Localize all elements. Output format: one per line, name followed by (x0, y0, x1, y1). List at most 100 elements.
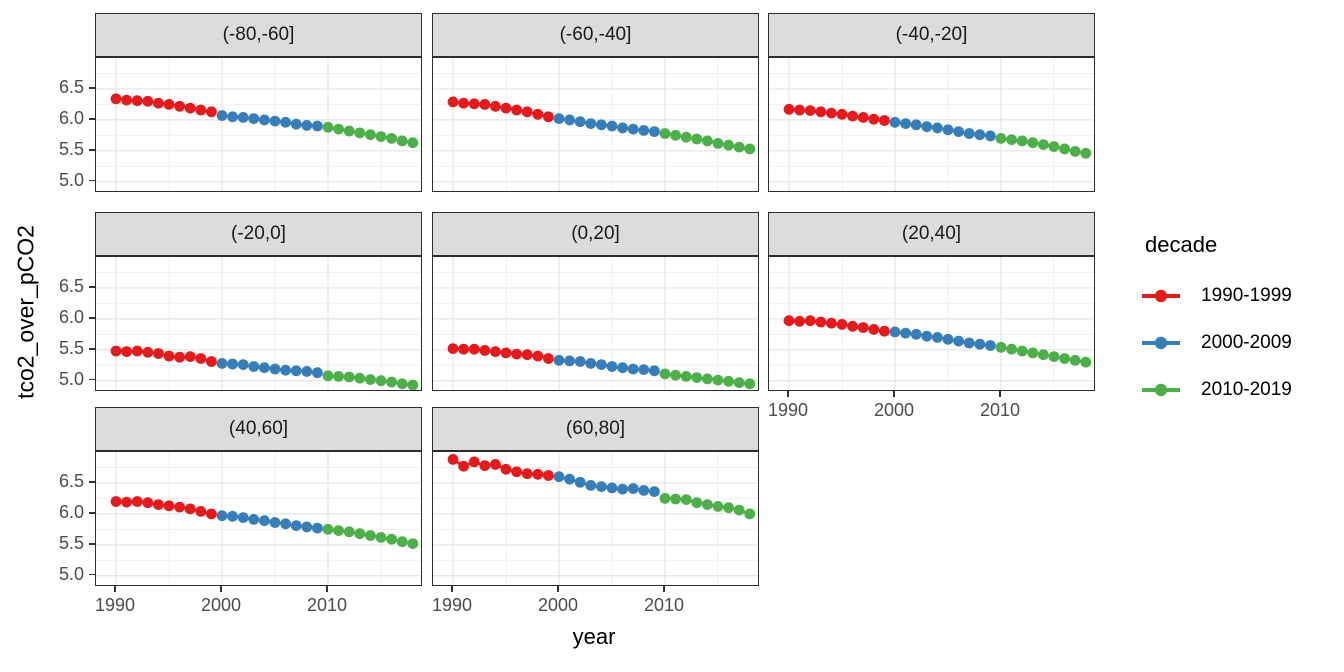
data-point (889, 326, 901, 338)
data-point (900, 327, 911, 339)
data-point (1069, 146, 1081, 157)
data-point (280, 116, 291, 128)
facet-panel (432, 451, 759, 586)
data-point (617, 483, 628, 495)
x-tick-mark (893, 391, 895, 397)
legend-key-icon (1142, 383, 1180, 397)
data-point (1027, 347, 1039, 359)
data-point (857, 112, 869, 123)
decade-series-2010-2019 (322, 523, 419, 549)
y-tick-mark (89, 87, 95, 89)
data-point (206, 106, 217, 118)
legend: decade 1990-1999 2000-2009 2010-2019 (1141, 232, 1292, 425)
gridlines-major (96, 257, 421, 390)
decade-series-2000-2009 (216, 110, 323, 132)
data-point (826, 107, 837, 119)
data-point (312, 367, 323, 379)
gridlines-minor (96, 58, 421, 191)
gridlines-major (96, 58, 421, 191)
data-point (216, 110, 228, 121)
data-point (974, 129, 986, 141)
data-point (447, 343, 459, 354)
data-point (174, 351, 185, 363)
x-tick-mark (787, 391, 789, 397)
data-point (723, 502, 734, 514)
data-point (953, 126, 964, 137)
data-point (680, 371, 692, 382)
gridlines-minor (433, 452, 758, 585)
data-point (670, 129, 681, 141)
data-point (269, 517, 281, 528)
data-point (963, 337, 975, 349)
facet-panel (95, 57, 422, 192)
data-point (744, 378, 756, 390)
legend-entry: 1990-1999 (1141, 284, 1292, 308)
y-tick-label: 5.0 (58, 368, 84, 389)
decade-series-2000-2009 (889, 326, 996, 351)
data-point (354, 372, 366, 384)
data-point (237, 359, 249, 370)
y-tick-mark (89, 118, 95, 120)
gridlines-major (769, 58, 1094, 191)
data-point (500, 463, 512, 475)
data-point (248, 113, 260, 124)
data-point (490, 459, 501, 470)
data-point (131, 496, 143, 507)
data-point (458, 343, 469, 355)
facet-panel (95, 256, 422, 391)
data-point (479, 99, 491, 110)
data-point (543, 353, 554, 364)
data-point (121, 94, 132, 106)
data-point (142, 497, 154, 509)
data-point (942, 124, 954, 136)
y-tick-label: 5.5 (58, 532, 84, 553)
facet-panel (432, 57, 759, 192)
data-point (153, 499, 164, 510)
legend-title: decade (1145, 232, 1218, 257)
legend-entry-label: 2010-2019 (1201, 379, 1292, 400)
data-point (227, 510, 239, 522)
data-point (649, 365, 660, 377)
data-point (921, 121, 933, 133)
x-tick-mark (557, 586, 559, 592)
data-point (649, 486, 660, 497)
data-point (868, 113, 880, 125)
data-point (585, 480, 597, 491)
data-point (659, 493, 671, 504)
data-point (712, 138, 724, 149)
data-point (365, 530, 376, 541)
data-point (301, 521, 313, 533)
decade-series-1990-1999 (447, 343, 554, 364)
facet-strip: (-40,-20] (768, 13, 1095, 57)
data-point (290, 520, 302, 531)
data-point (153, 348, 164, 359)
data-point (691, 372, 703, 383)
facet-panel (432, 256, 759, 391)
y-tick-mark (89, 573, 95, 576)
decade-series-1990-1999 (110, 93, 217, 118)
data-point (110, 345, 122, 357)
data-point (680, 494, 692, 505)
legend-key-icon (1142, 289, 1180, 303)
x-tick-label: 2000 (873, 400, 915, 420)
data-point (921, 330, 933, 342)
data-point (1059, 353, 1070, 364)
data-point (585, 118, 597, 129)
data-point (216, 510, 228, 522)
data-point (889, 116, 901, 128)
gridlines-minor (433, 257, 758, 390)
data-point (836, 319, 848, 330)
data-point (386, 533, 397, 545)
data-point (301, 366, 313, 377)
data-point (195, 104, 207, 116)
data-point (511, 104, 522, 116)
data-point (1038, 349, 1049, 361)
data-point (606, 120, 618, 132)
data-point (227, 358, 239, 370)
y-tick-label: 6.5 (58, 470, 84, 491)
data-point (794, 104, 805, 116)
facet-panel (95, 451, 422, 586)
y-tick-label: 5.5 (58, 337, 84, 358)
data-point (227, 111, 239, 123)
